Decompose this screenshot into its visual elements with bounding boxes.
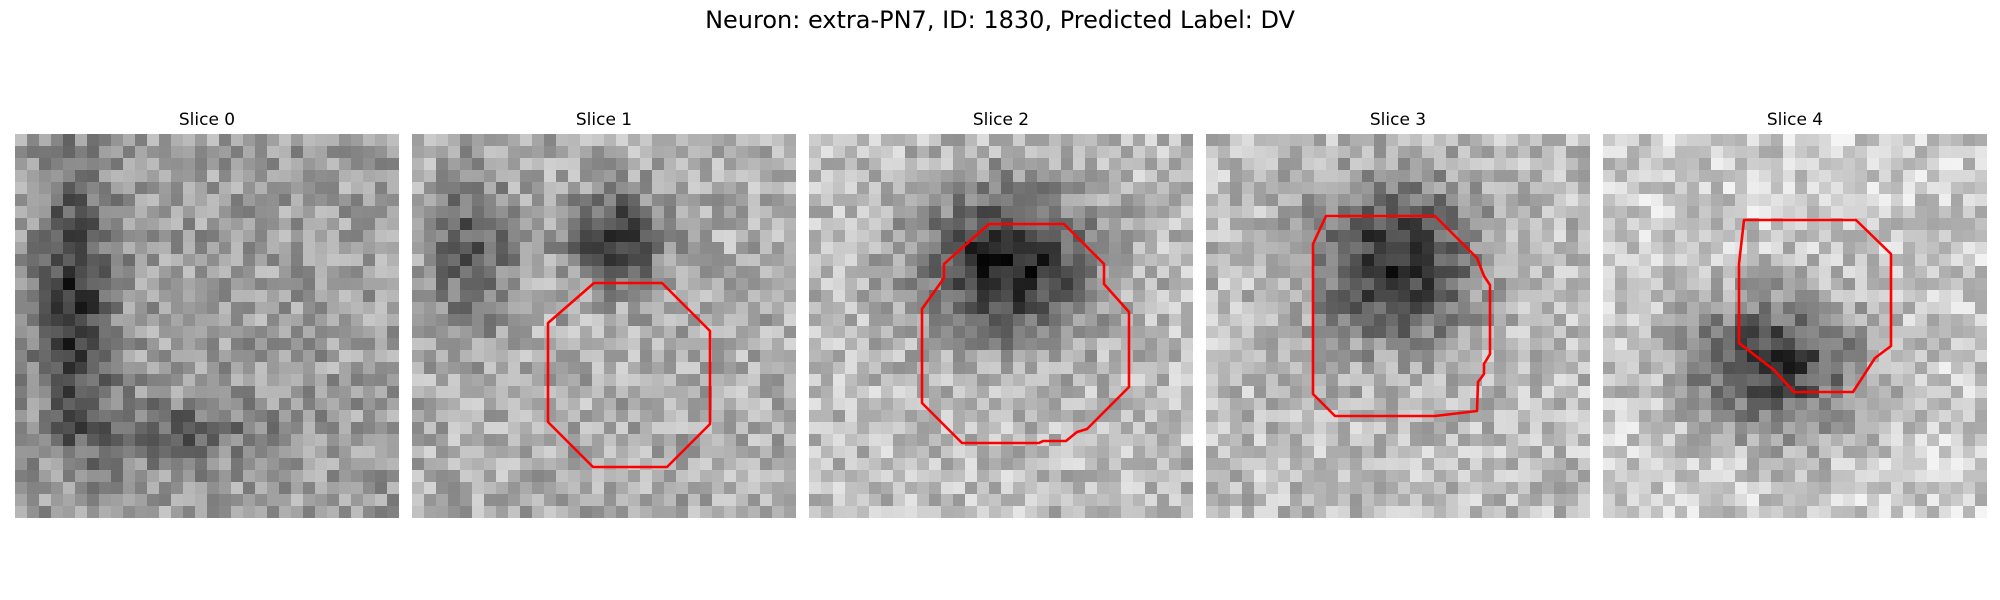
panel-slice-2: Slice 2 — [809, 108, 1193, 518]
panel-title: Slice 1 — [575, 110, 633, 130]
panel-title: Slice 4 — [1766, 110, 1824, 130]
slice-image — [1206, 134, 1590, 518]
panel-slice-0: Slice 0 — [15, 108, 399, 518]
slice-image — [1603, 134, 1987, 518]
panel-slice-1: Slice 1 — [412, 108, 796, 518]
panel-slice-3: Slice 3 — [1206, 108, 1590, 518]
neuron-contour — [920, 222, 1131, 445]
neuron-contour — [546, 281, 712, 469]
panel-title: Slice 0 — [178, 110, 236, 130]
neuron-contour — [1737, 218, 1893, 394]
panel-slice-4: Slice 4 — [1603, 108, 1987, 518]
panel-title: Slice 3 — [1369, 110, 1427, 130]
figure-title: Neuron: extra-PN7, ID: 1830, Predicted L… — [705, 6, 1295, 34]
neuron-contour — [1311, 214, 1492, 418]
slice-image — [412, 134, 796, 518]
panel-title: Slice 2 — [972, 110, 1030, 130]
slice-image — [809, 134, 1193, 518]
slice-image — [15, 134, 399, 518]
